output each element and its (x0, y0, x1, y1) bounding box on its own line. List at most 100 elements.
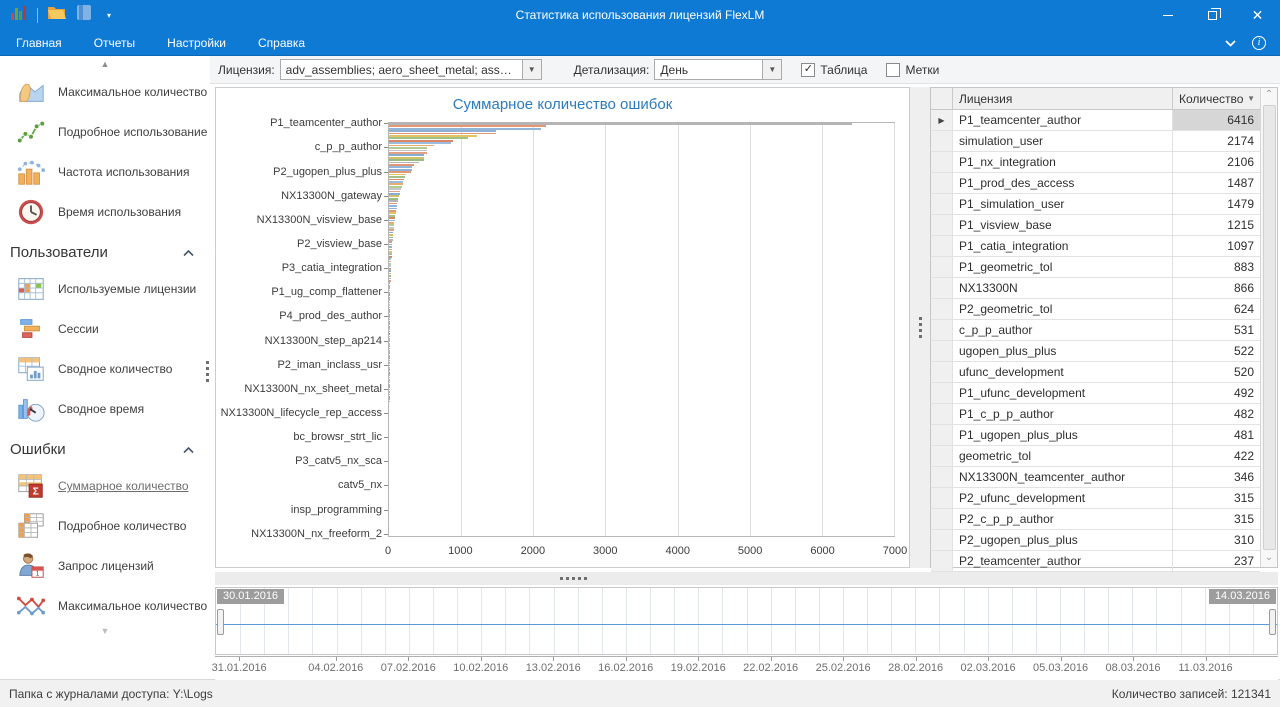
table-row[interactable]: P1_ugopen_plus_plus481 (931, 425, 1260, 446)
license-cell: P1_catia_integration (953, 236, 1173, 256)
sidebar-splitter-handle[interactable] (206, 361, 209, 382)
open-folder-icon[interactable] (47, 5, 67, 25)
table-scrollbar[interactable]: ⌃ ⌄ (1260, 88, 1277, 567)
marks-checkbox[interactable]: Метки (886, 63, 939, 77)
vertical-splitter[interactable] (910, 87, 930, 568)
close-button[interactable]: ✕ (1235, 0, 1280, 30)
table-row[interactable]: P2_c_p_p_author315 (931, 509, 1260, 530)
header-license-column[interactable]: Лицензия (953, 88, 1173, 109)
qat-customize-icon[interactable]: ▾ (101, 11, 111, 20)
max-lines-icon (15, 590, 47, 622)
sidebar-item[interactable]: Подробное количество (0, 506, 210, 546)
quick-access-toolbar: ▾ (0, 5, 111, 26)
sidebar-item[interactable]: Максимальное количество (0, 586, 210, 626)
header-count-column[interactable]: Количество ▼ (1173, 88, 1260, 109)
row-indicator-cell: ▶ (931, 110, 953, 130)
table-row[interactable]: P1_ufunc_development492 (931, 383, 1260, 404)
sidebar-item[interactable]: Сводное время (0, 389, 210, 429)
row-indicator-cell (931, 530, 953, 550)
table-row[interactable]: ugopen_plus_plus522 (931, 341, 1260, 362)
sidebar-scroll-up-icon[interactable]: ▲ (0, 59, 210, 72)
count-cell: 883 (1173, 257, 1260, 277)
horizontal-splitter[interactable] (215, 572, 1278, 585)
timeline-chart[interactable]: 30.01.2016 14.03.2016 (215, 587, 1278, 655)
sidebar-item-label: Сводное время (58, 402, 144, 416)
clock-icon (15, 196, 47, 228)
table-row[interactable]: P1_prod_des_access1487 (931, 173, 1260, 194)
sidebar-item[interactable]: Сводное количество (0, 349, 210, 389)
sidebar-scroll-down-icon[interactable]: ▼ (0, 626, 210, 639)
table-row[interactable]: simulation_user2174 (931, 131, 1260, 152)
sidebar-item[interactable]: Используемые лицензии (0, 269, 210, 309)
row-indicator-cell (931, 488, 953, 508)
info-icon[interactable]: i (1252, 36, 1266, 50)
detail-combobox[interactable]: День ▼ (654, 59, 782, 80)
table-row[interactable]: P1_visview_base1215 (931, 215, 1260, 236)
timeline-tick-label: 10.02.2016 (453, 662, 508, 674)
range-left-handle[interactable] (217, 609, 224, 635)
table-row[interactable]: P1_geometric_tol883 (931, 257, 1260, 278)
chevron-down-icon[interactable] (1225, 36, 1236, 50)
count-cell: 624 (1173, 299, 1260, 319)
table-row[interactable]: NX13300N866 (931, 278, 1260, 299)
table-row[interactable]: P2_teamcenter_author237 (931, 551, 1260, 572)
menu-item-2[interactable]: Отчеты (78, 30, 151, 55)
timeline-tick (408, 657, 409, 661)
menu-item-1[interactable]: Главная (0, 30, 78, 55)
timeline-tick-label: 11.03.2016 (1178, 662, 1232, 674)
detail-combobox-arrow-icon[interactable]: ▼ (762, 60, 781, 79)
table-row[interactable]: P1_catia_integration1097 (931, 236, 1260, 257)
toolbar: Лицензия: adv_assemblies; aero_sheet_met… (210, 56, 1280, 84)
timeline-tick-label: 19.02.2016 (671, 662, 726, 674)
sidebar-item[interactable]: Время использования (0, 192, 210, 232)
sidebar-item[interactable]: Подробное использование (0, 112, 210, 152)
y-axis-label: NX13300N_lifecycle_rep_access (221, 407, 384, 419)
range-right-handle[interactable] (1269, 609, 1276, 635)
sidebar-item[interactable]: 1Запрос лицензий (0, 546, 210, 586)
sidebar-item[interactable]: ΣСуммарное количество (0, 466, 210, 506)
user-calendar-icon: 1 (15, 550, 47, 582)
menu-item-4[interactable]: Справка (242, 30, 321, 55)
table-checkbox[interactable]: ✓ Таблица (801, 63, 867, 77)
sidebar-item[interactable]: Максимальное количество (0, 72, 210, 112)
table-row[interactable]: P1_c_p_p_author482 (931, 404, 1260, 425)
table-row[interactable]: P1_nx_integration2106 (931, 152, 1260, 173)
table-row[interactable]: c_p_p_author531 (931, 320, 1260, 341)
x-axis-labels: 01000200030004000500060007000 (388, 545, 895, 561)
timeline-tick-label: 16.02.2016 (598, 662, 653, 674)
timeline-gridline (747, 588, 748, 654)
table-row[interactable]: P2_geometric_tol624 (931, 299, 1260, 320)
table-row[interactable]: geometric_tol422 (931, 446, 1260, 467)
sidebar-item[interactable]: Сессии (0, 309, 210, 349)
sidebar-group-header-2[interactable]: Ошибки (0, 429, 210, 466)
timeline-tick (1133, 657, 1134, 661)
table-row[interactable]: NX13300N_teamcenter_author346 (931, 467, 1260, 488)
marks-checkbox-label: Метки (905, 63, 939, 77)
summary-time-icon (15, 393, 47, 425)
sidebar-item[interactable]: Частота использования (0, 152, 210, 192)
notebook-icon[interactable] (76, 5, 92, 25)
restore-button[interactable] (1190, 0, 1235, 30)
y-axis-label: NX13300N_visview_base (257, 214, 384, 226)
license-combobox[interactable]: adv_assemblies; aero_sheet_metal; assemb… (280, 59, 542, 80)
sidebar-group-header-1[interactable]: Пользователи (0, 232, 210, 269)
table-row[interactable]: P2_ugopen_plus_plus310 (931, 530, 1260, 551)
timeline-gridline (337, 588, 338, 654)
timeline-gridline (1132, 588, 1133, 654)
license-cell: P2_ugopen_plus_plus (953, 530, 1173, 550)
minimize-button[interactable] (1145, 0, 1190, 30)
menu-item-3[interactable]: Настройки (151, 30, 242, 55)
table-row[interactable]: ufunc_development520 (931, 362, 1260, 383)
gridline (678, 123, 679, 536)
table-row[interactable]: ▶P1_teamcenter_author6416 (931, 110, 1260, 131)
table-row[interactable]: P2_ufunc_development315 (931, 488, 1260, 509)
license-combobox-arrow-icon[interactable]: ▼ (522, 60, 541, 79)
table-checkbox-box: ✓ (801, 63, 815, 77)
scrollbar-up-icon[interactable]: ⌃ (1265, 88, 1273, 104)
scrollbar-thumb[interactable] (1263, 105, 1276, 550)
table-row[interactable]: P1_simulation_user1479 (931, 194, 1260, 215)
scrollbar-down-icon[interactable]: ⌄ (1265, 551, 1273, 567)
y-axis-label: P3_catia_integration (282, 262, 384, 274)
count-cell: 6416 (1173, 110, 1260, 130)
splitter-dots-icon (560, 577, 587, 580)
